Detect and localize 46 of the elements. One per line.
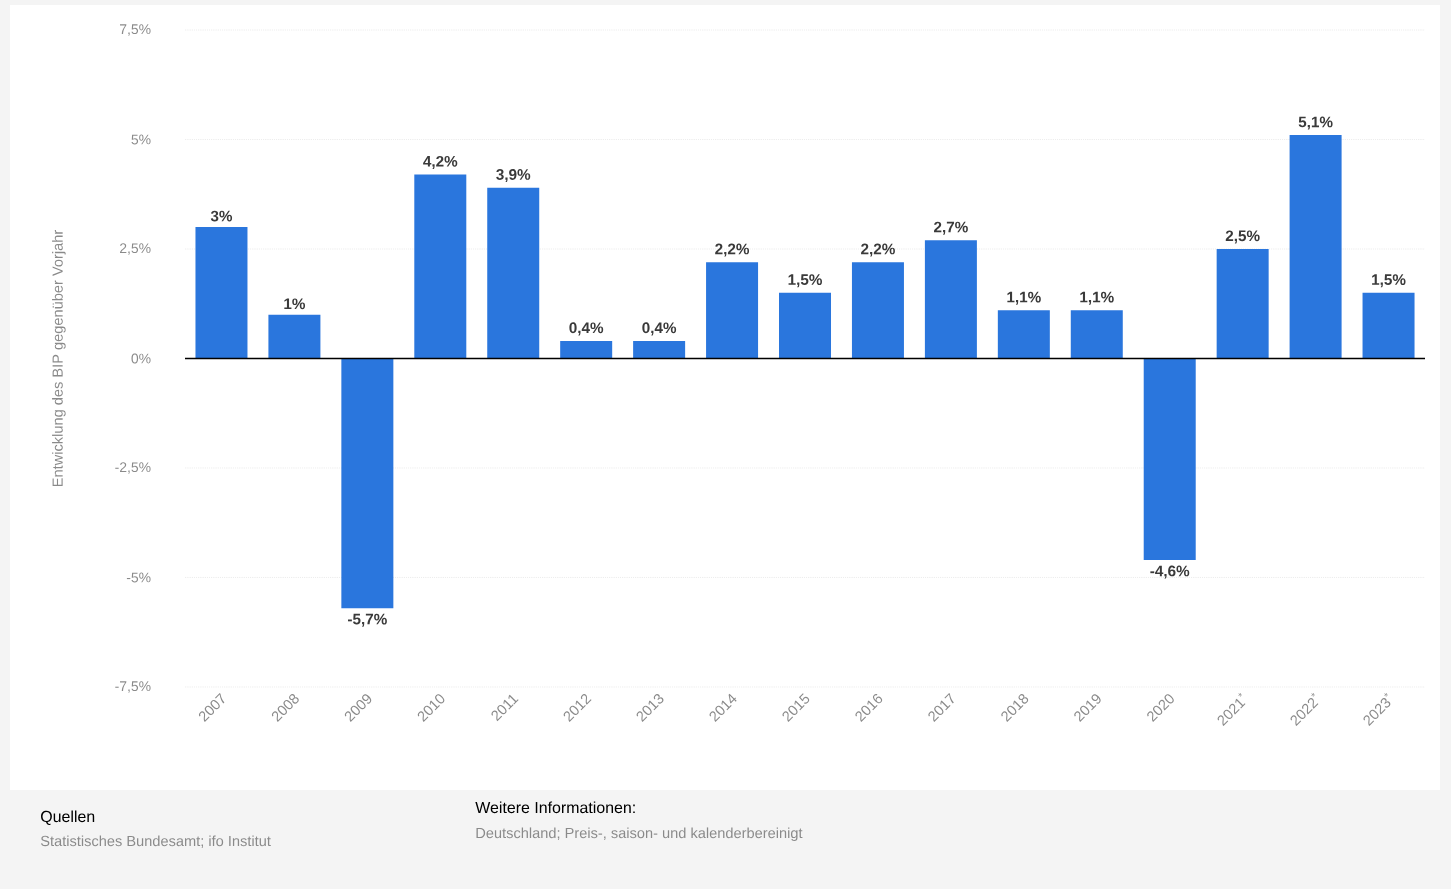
bar — [1070, 310, 1123, 359]
bar — [414, 174, 467, 359]
data-label: -4,6% — [1150, 565, 1190, 579]
text: Quellen — [41, 810, 95, 826]
data-label: 1,1% — [1080, 291, 1114, 305]
bar — [1289, 135, 1342, 359]
text: Statistisches Bundesamt; ifo Institut — [40, 835, 271, 848]
bar — [487, 187, 540, 359]
bar — [1143, 358, 1196, 560]
y-tick-label: 5% — [131, 134, 151, 145]
bar — [1362, 292, 1415, 359]
data-label: 0,4% — [569, 322, 604, 336]
bar — [560, 340, 613, 359]
bar — [195, 227, 248, 359]
data-label: 1,5% — [1372, 274, 1406, 288]
data-label: 4,2% — [423, 155, 458, 169]
bar — [633, 340, 686, 359]
y-tick-label: -5% — [126, 572, 151, 583]
bar — [268, 314, 321, 359]
data-label: 3,9% — [496, 169, 531, 183]
bar — [706, 262, 759, 359]
text: Weitere Informationen: — [475, 801, 635, 814]
y-tick-label: 0% — [131, 353, 151, 364]
data-label: 1% — [284, 298, 306, 310]
data-label: 1,1% — [1007, 291, 1041, 305]
y-tick-label: 2,5% — [120, 243, 151, 255]
data-label: -5,7% — [348, 613, 387, 627]
y-tick-label: -7,5% — [115, 681, 151, 693]
data-label: 5,1% — [1298, 116, 1333, 130]
bar — [779, 292, 832, 359]
bar — [851, 262, 904, 359]
y-axis-title: Entwicklung des BIP gegenüber Vorjahr — [52, 230, 66, 487]
data-label: 2,2% — [715, 243, 750, 257]
y-tick-label: -2,5% — [115, 462, 151, 474]
data-label: 3% — [210, 210, 233, 222]
bar — [924, 240, 977, 359]
data-label: 1,5% — [788, 274, 822, 288]
y-tick-label: 7,5% — [120, 24, 151, 36]
data-label: 2,2% — [861, 243, 895, 257]
data-label: 2,5% — [1225, 230, 1260, 244]
bar — [1216, 249, 1269, 359]
text: Deutschland; Preis-, saison- und kalenderbereinigt — [476, 827, 803, 842]
data-label: 2,7% — [934, 221, 968, 235]
bar — [997, 310, 1050, 359]
bar — [341, 358, 394, 609]
data-label: 0,4% — [642, 322, 677, 336]
